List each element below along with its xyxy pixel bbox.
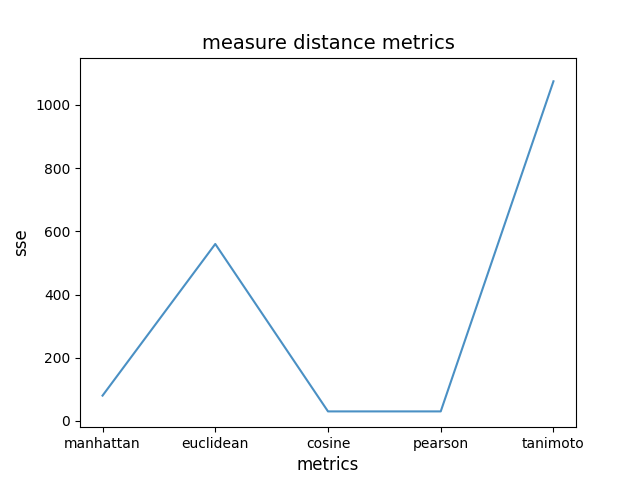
Title: measure distance metrics: measure distance metrics xyxy=(202,34,454,53)
X-axis label: metrics: metrics xyxy=(297,456,359,474)
Y-axis label: sse: sse xyxy=(12,228,29,256)
